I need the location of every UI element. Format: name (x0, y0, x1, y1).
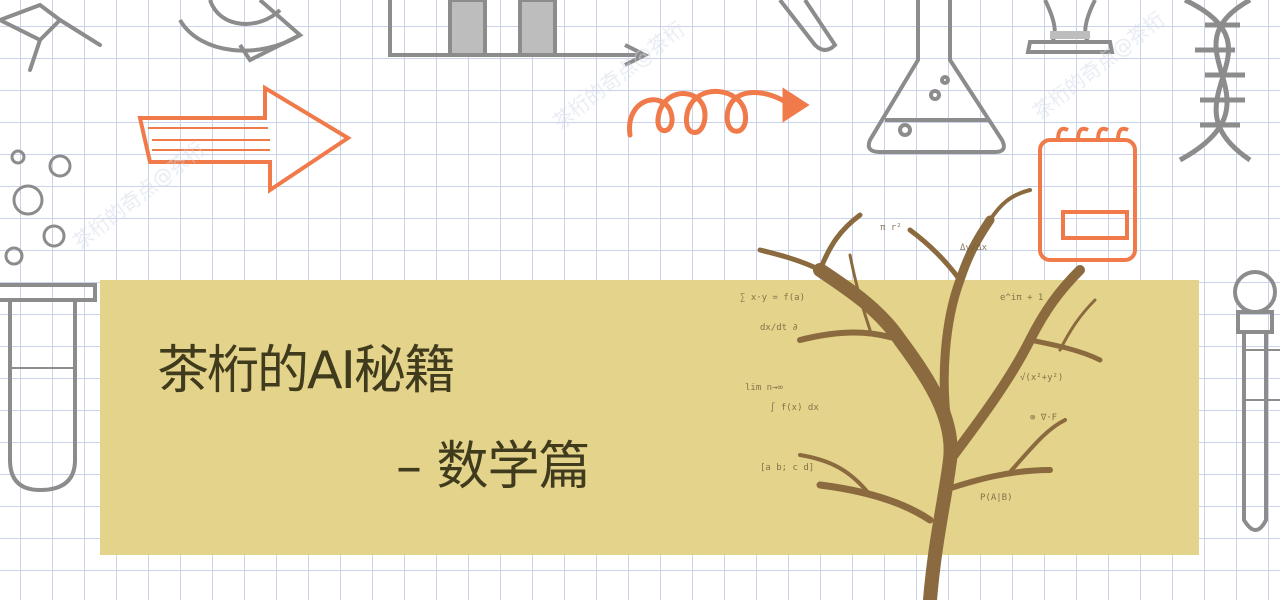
flask-icon (866, 0, 1006, 154)
recycle-arrows-icon (178, 0, 304, 63)
notepad-icon (1038, 126, 1137, 262)
slide-subtitle: – 数学篇 (396, 437, 591, 497)
hourglass-icon (1025, 0, 1115, 54)
svg-text:⊗ ∇·F: ⊗ ∇·F (1030, 413, 1057, 423)
dna-helix-icon (1178, 0, 1252, 163)
svg-text:√(x²+y²): √(x²+y²) (1020, 372, 1063, 383)
slide-title: 茶桁的AI秘籍 (157, 341, 456, 401)
svg-text:e^iπ + 1: e^iπ + 1 (1000, 293, 1043, 303)
title-banner (100, 280, 1199, 555)
bubbles-icon (4, 149, 72, 266)
svg-text:dx/dt ∂: dx/dt ∂ (760, 323, 798, 333)
svg-text:∑ x·y = f(a): ∑ x·y = f(a) (740, 293, 805, 303)
bar-chart-icon (388, 0, 650, 67)
test-tube-icon (0, 283, 97, 493)
svg-text:lim n→∞: lim n→∞ (745, 383, 784, 393)
arrow-right-icon (137, 84, 352, 194)
svg-text:Δy/Δx: Δy/Δx (960, 243, 988, 253)
spiral-arrow-icon (627, 87, 810, 138)
svg-text:P(A|B): P(A|B) (980, 493, 1013, 503)
svg-text:π r²: π r² (880, 223, 902, 233)
test-tube-icon (778, 0, 838, 52)
svg-text:∫ f(x) dx: ∫ f(x) dx (770, 402, 819, 413)
molecule-icon (0, 2, 102, 72)
dropper-icon (1233, 270, 1280, 532)
svg-text:[a b; c d]: [a b; c d] (760, 463, 814, 473)
